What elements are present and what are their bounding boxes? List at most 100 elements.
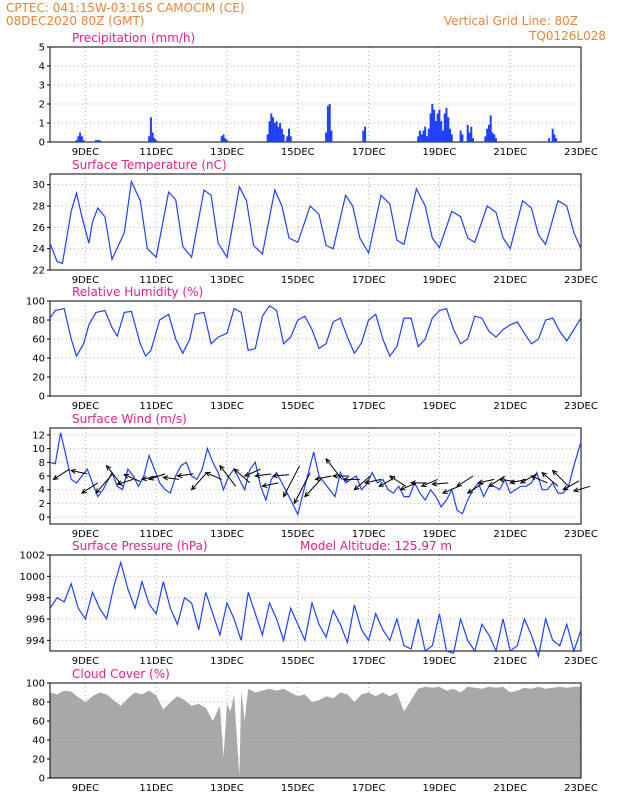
wind-arrow — [304, 479, 322, 497]
wind-arrow-head — [498, 477, 505, 483]
x-tick-label: 9DEC — [72, 401, 99, 412]
header-start-time: 08DEC2020 80Z (GMT) — [6, 14, 144, 28]
wind-arrow — [53, 468, 70, 480]
x-tick-label: 23DEC — [564, 147, 598, 158]
y-tick-label: 10 — [32, 444, 45, 455]
wind-arrow — [262, 482, 279, 487]
x-tick-label: 9DEC — [72, 529, 99, 540]
precip-bar — [222, 134, 225, 142]
y-tick-label: 0 — [39, 513, 45, 524]
wind-arrow-head — [456, 481, 463, 487]
wind-arrow-head — [488, 481, 494, 487]
chart-title: Surface Pressure (hPa) — [72, 539, 208, 553]
wind-arrow-head — [233, 468, 240, 474]
precip-bar — [553, 134, 556, 142]
plot-frame — [49, 173, 582, 271]
y-tick-label: 4 — [39, 62, 45, 73]
x-tick-label: 11DEC — [139, 401, 173, 412]
wind-arrow — [81, 482, 99, 494]
precip-bar — [272, 117, 274, 142]
x-tick-label: 13DEC — [210, 147, 244, 158]
precip-bar — [289, 136, 292, 142]
x-tick-label: 11DEC — [139, 783, 173, 794]
x-tick-label: 9DEC — [72, 783, 99, 794]
pressure-series-line — [49, 560, 582, 659]
precip-bar — [96, 140, 99, 142]
x-tick-label: 9DEC — [72, 147, 99, 158]
wind-arrow-head — [254, 472, 261, 479]
x-tick-label: 13DEC — [210, 275, 244, 286]
chart-title: Cloud Cover (%) — [72, 667, 170, 681]
wind-arrow — [364, 478, 382, 484]
wind-arrow-head — [95, 488, 101, 494]
wind-arrow — [141, 475, 159, 480]
x-tick-label: 21DEC — [493, 783, 527, 794]
wind-arrow — [378, 476, 396, 487]
chart-title: Surface Temperature (nC) — [72, 158, 227, 172]
precip-bar — [328, 104, 331, 142]
precip-bar — [266, 134, 269, 142]
y-tick-label: 28 — [32, 202, 45, 213]
y-tick-label: 40 — [32, 354, 45, 365]
x-tick-label: 19DEC — [423, 783, 457, 794]
wind-arrow-head — [431, 481, 438, 487]
x-tick-label: 21DEC — [493, 147, 527, 158]
wind-arrow-head — [399, 485, 406, 491]
y-tick-label: 2 — [39, 100, 45, 111]
x-tick-label: 17DEC — [352, 401, 386, 412]
y-tick-label: 80 — [32, 698, 45, 709]
x-tick-label: 23DEC — [564, 783, 598, 794]
x-tick-label: 19DEC — [423, 656, 457, 667]
wind-arrow — [272, 474, 290, 477]
y-tick-label: 994 — [26, 636, 45, 647]
y-tick-label: 3 — [39, 81, 45, 92]
wind-arrow-head — [551, 469, 558, 476]
precip-bar — [79, 132, 82, 142]
x-tick-label: 17DEC — [352, 529, 386, 540]
rh-series-line — [49, 304, 582, 358]
precip-bar — [459, 130, 462, 142]
plot-frame — [49, 300, 582, 397]
y-tick-label: 40 — [32, 736, 45, 747]
precip-bar — [551, 128, 554, 142]
precip-bar — [155, 140, 158, 142]
x-tick-label: 13DEC — [210, 656, 244, 667]
wind-arrow — [488, 475, 506, 487]
precip-bar — [226, 140, 228, 142]
precip-bar — [224, 138, 227, 142]
x-tick-label: 15DEC — [281, 656, 315, 667]
y-tick-label: 0 — [39, 774, 45, 785]
wind-arrow — [552, 470, 569, 487]
cloud-panel: Cloud Cover (%) 0 20 40 60 80 100 9DEC 11DEC 13DE… — [26, 667, 598, 794]
wind-arrow — [456, 475, 474, 487]
wind-arrow — [541, 472, 559, 487]
precip-bar — [270, 113, 273, 142]
precip-bar — [450, 134, 453, 142]
precip-bar — [434, 121, 437, 142]
wind-arrow — [106, 465, 123, 487]
wind-arrow — [293, 472, 311, 504]
y-tick-label: 4 — [39, 485, 45, 496]
precip-bar — [422, 130, 425, 142]
wind-arrow-head — [219, 464, 225, 471]
wind-arrow-head — [116, 480, 123, 486]
wind-arrow — [95, 474, 113, 494]
y-tick-label: 1000 — [20, 572, 45, 583]
x-tick-label: 23DEC — [564, 401, 598, 412]
precip-bar — [330, 130, 333, 142]
wind-arrow — [478, 478, 495, 484]
precip-bar — [548, 138, 551, 142]
wind-arrow — [205, 472, 222, 480]
wind-arrow-head — [420, 482, 427, 487]
precip-bar — [149, 117, 152, 142]
precip-bar — [362, 130, 365, 142]
wind-arrow — [283, 465, 301, 497]
wind-arrow — [177, 473, 194, 477]
y-tick-label: 0 — [39, 138, 45, 149]
precip-bar — [95, 140, 97, 142]
x-tick-label: 21DEC — [493, 275, 527, 286]
x-tick-label: 9DEC — [72, 656, 99, 667]
wind-arrow-head — [243, 471, 250, 477]
